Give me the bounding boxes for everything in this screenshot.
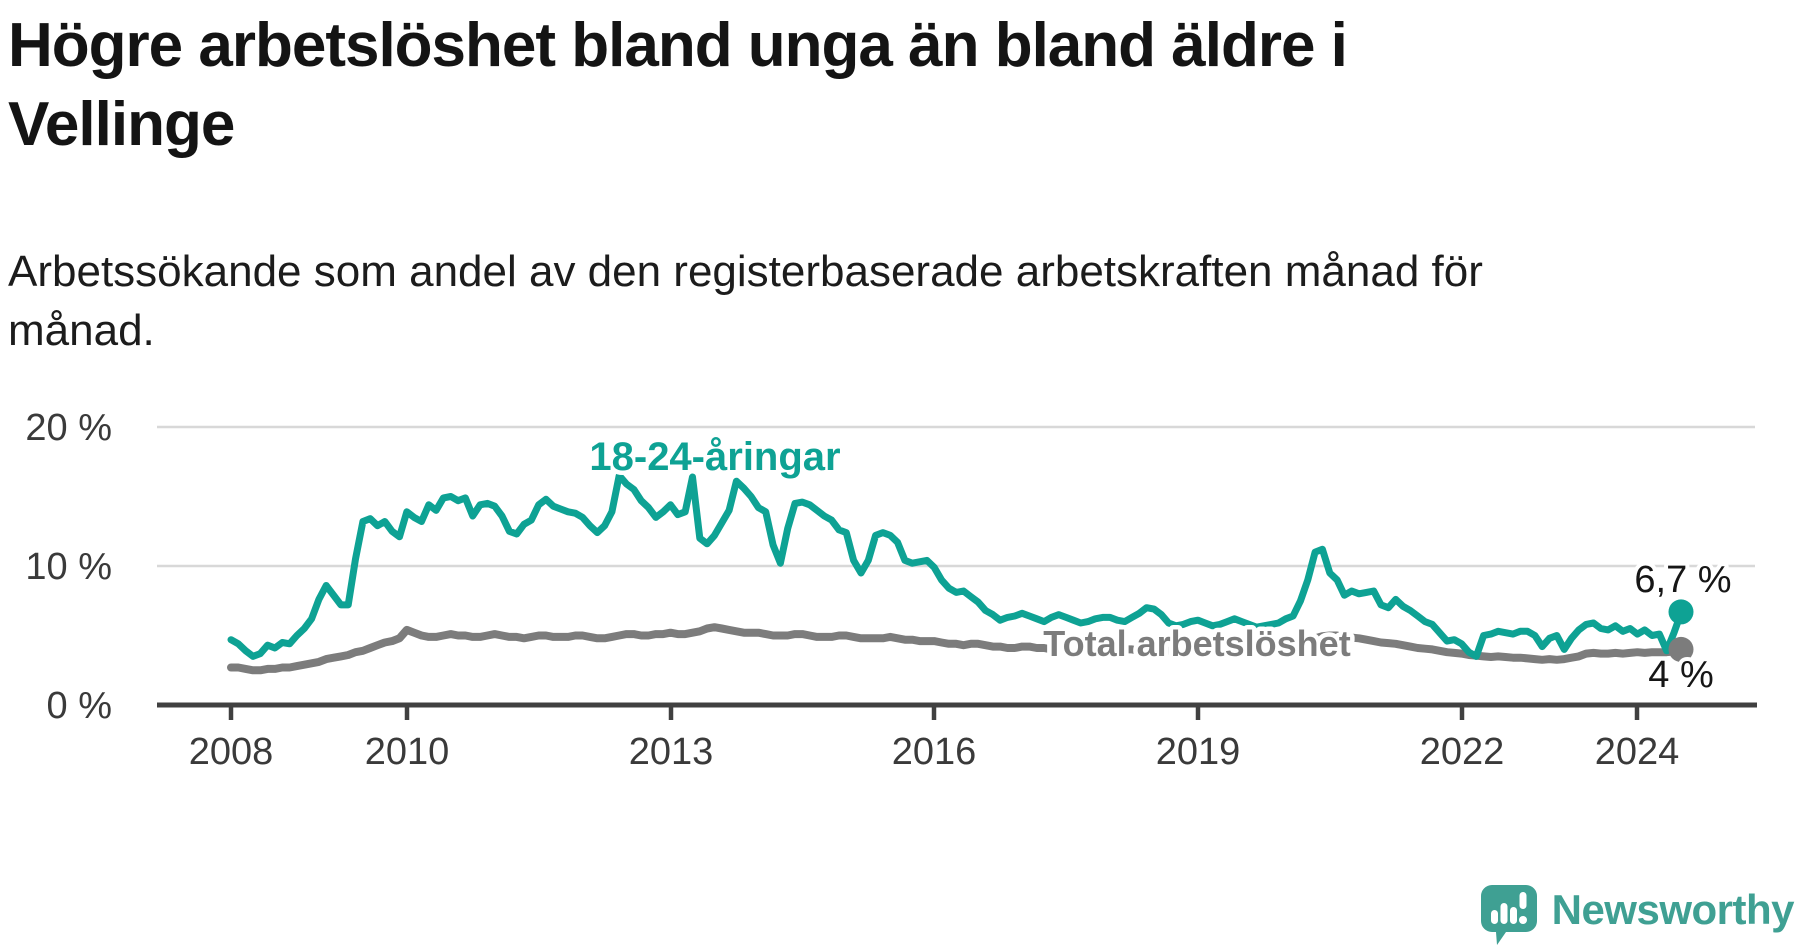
- series-label-youth-18-24: 18-24-åringar: [589, 435, 840, 479]
- newsworthy-logo: Newsworthy: [1480, 884, 1795, 946]
- series-line-youth-18-24: [227, 472, 1685, 660]
- series-line-total-unemployment: [227, 623, 1686, 675]
- x-axis-label-2019: 2019: [1156, 731, 1241, 773]
- chart-title-line-2: Vellinge: [8, 90, 235, 159]
- exclamation-dot-glyph: [1518, 916, 1527, 924]
- bar-glyph-1: [1490, 910, 1498, 924]
- bar-glyph-2: [1500, 903, 1508, 924]
- x-axis-label-2010: 2010: [365, 731, 450, 773]
- chart-subtitle: Arbetssökande som andel av den registerb…: [8, 242, 1483, 360]
- y-axis-label-0: 0 %: [47, 685, 112, 727]
- chart-title: Högre arbetslöshet bland unga än bland ä…: [8, 6, 1348, 164]
- series-label-total-unemployment: Total arbetslöshet: [1043, 623, 1350, 664]
- chart-subtitle-line-1: Arbetssökande som andel av den registerb…: [8, 247, 1483, 296]
- x-axis-label-2024: 2024: [1595, 731, 1680, 773]
- x-axis-label-2016: 2016: [892, 731, 977, 773]
- x-axis-label-2008: 2008: [189, 731, 274, 773]
- newsworthy-speech-bubble-icon: [1480, 885, 1537, 945]
- x-axis-label-2013: 2013: [629, 731, 714, 773]
- chart-subtitle-line-2: månad.: [8, 306, 155, 355]
- exclamation-bar-glyph: [1519, 892, 1527, 909]
- end-dot-youth: [1668, 599, 1694, 625]
- end-dot-total: [1668, 636, 1694, 662]
- chart-title-line-1: Högre arbetslöshet bland unga än bland ä…: [8, 11, 1348, 80]
- x-axis-label-2022: 2022: [1420, 731, 1505, 773]
- speech-bubble-shape: [1480, 885, 1537, 945]
- y-axis-label-20: 20 %: [25, 407, 112, 449]
- bar-glyph-3: [1509, 907, 1517, 924]
- newsworthy-logo-text: Newsworthy: [1551, 886, 1795, 933]
- end-value-label-total: 4 %: [1648, 654, 1713, 696]
- end-value-label-youth: 6,7 %: [1634, 559, 1731, 601]
- y-axis-label-10: 10 %: [25, 546, 112, 588]
